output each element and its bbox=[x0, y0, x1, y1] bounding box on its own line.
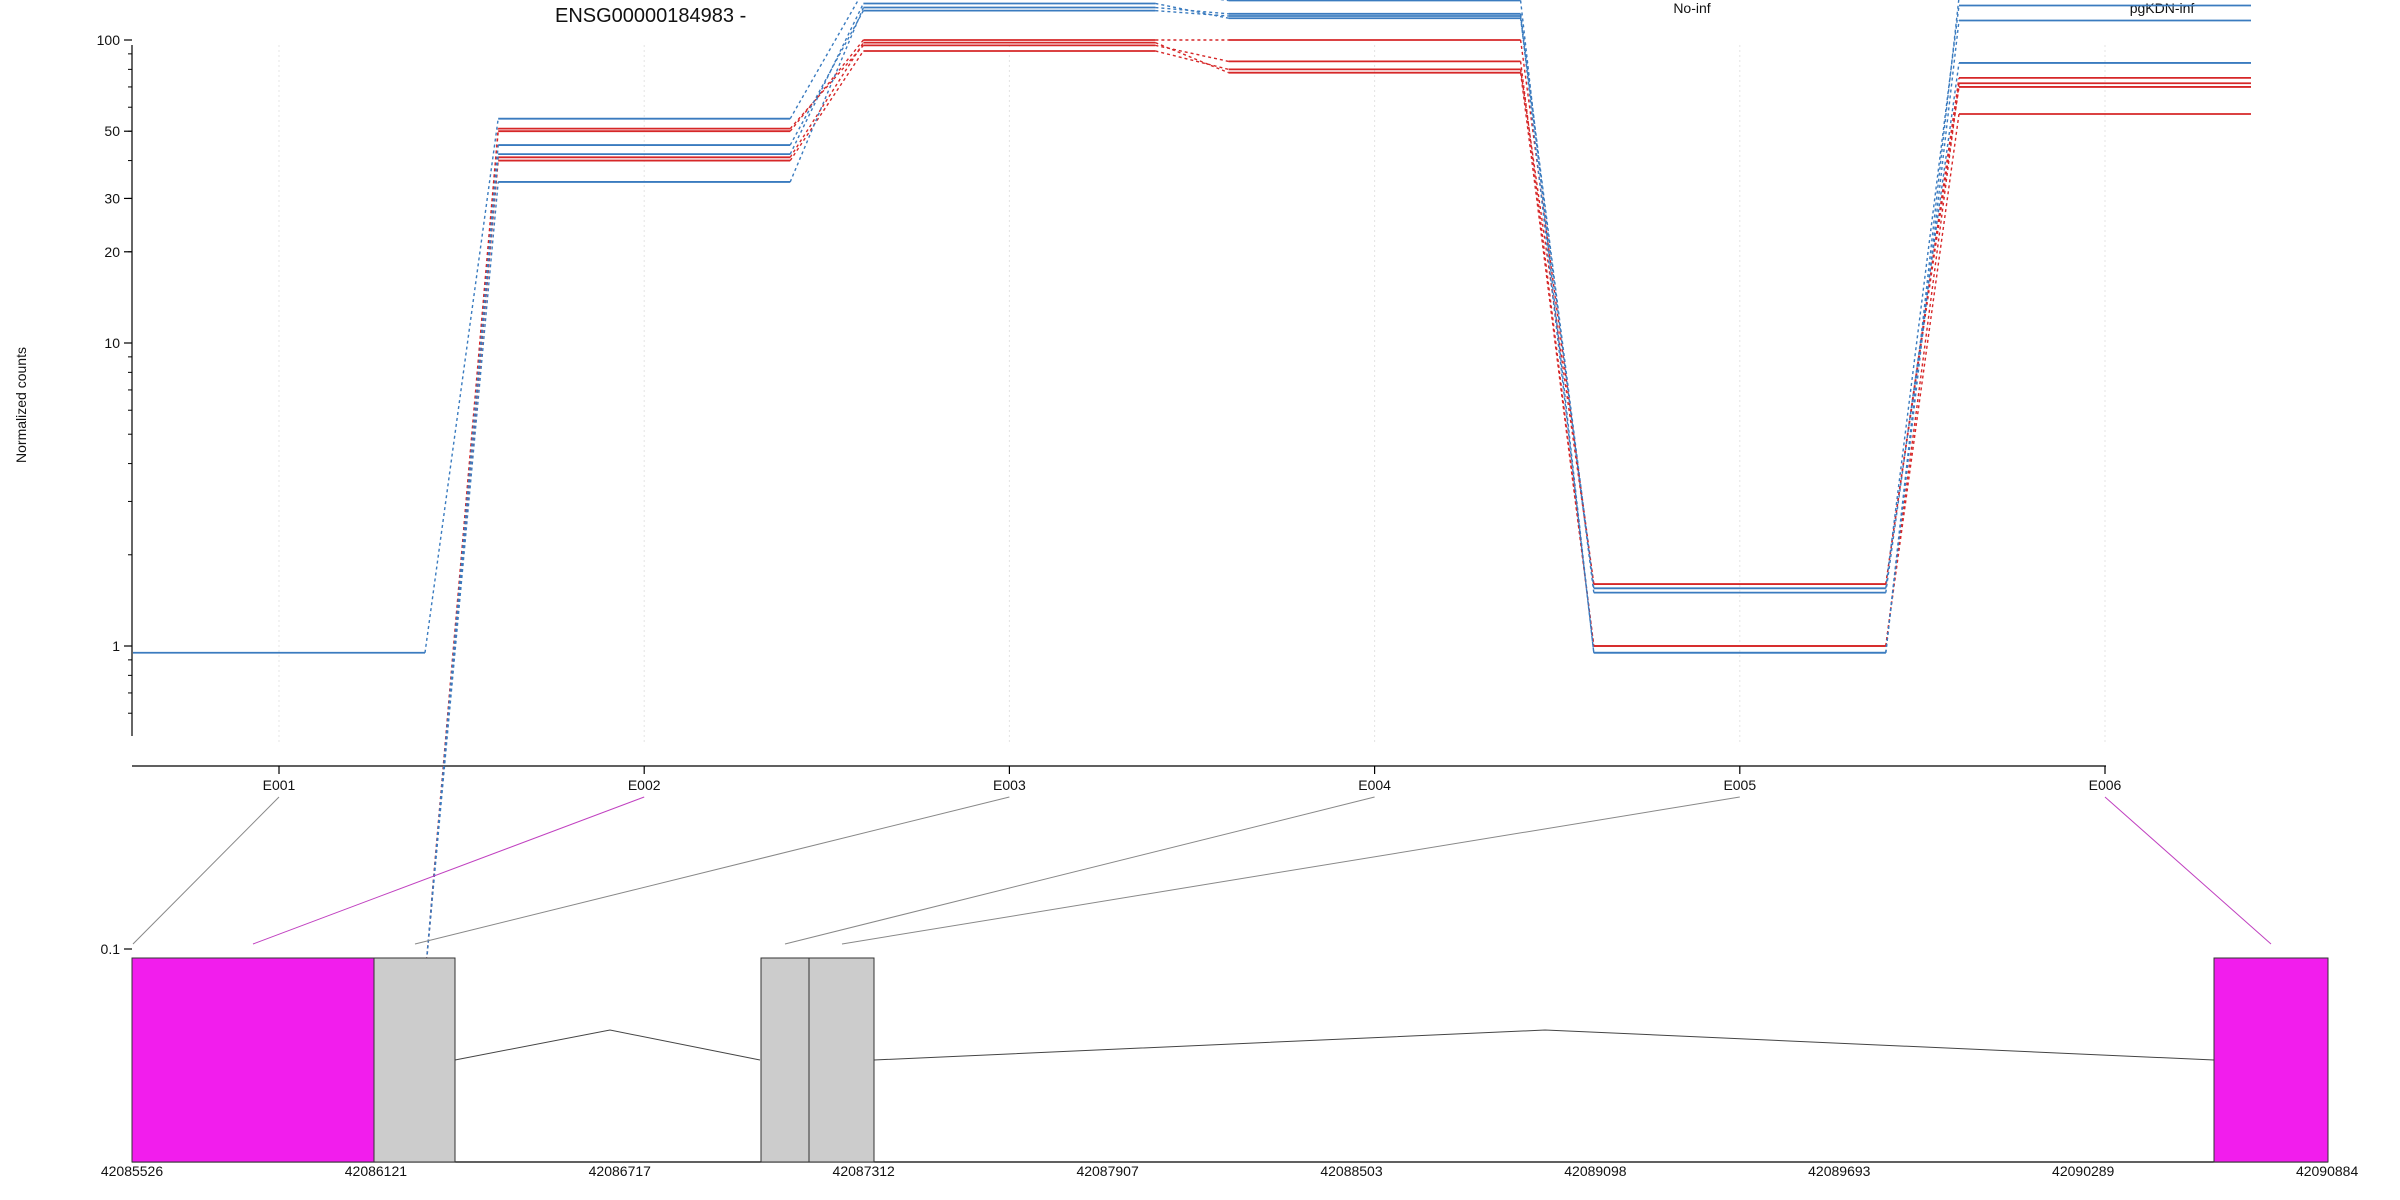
series-no-inf-3 bbox=[133, 41, 2251, 980]
x-tick-label-e006: E006 bbox=[2089, 777, 2122, 793]
y-tick-label: 10 bbox=[104, 335, 120, 351]
exon-transition bbox=[1885, 62, 1960, 593]
axes: 0.1 1 10 20 30 50 100 bbox=[97, 32, 2106, 957]
coordinate-label: 42090289 bbox=[2052, 1163, 2115, 1179]
exon-transition bbox=[789, 7, 865, 183]
series-pgkdn-inf-5 bbox=[133, 4, 2251, 980]
exon-connector bbox=[252, 796, 645, 945]
exon-transition bbox=[1155, 2, 1229, 19]
exon-transition bbox=[1519, 15, 1595, 653]
series-no-inf-2 bbox=[133, 50, 2251, 980]
exon-transition bbox=[1885, 5, 1960, 589]
intron bbox=[454, 1029, 761, 1061]
exon-transition bbox=[789, 3, 865, 155]
exon-e003 bbox=[760, 957, 810, 1163]
legend-pgkdn-inf: pgKDN-inf bbox=[2130, 0, 2195, 16]
y-tick-label: 100 bbox=[97, 32, 121, 48]
coordinate-label: 42090884 bbox=[2296, 1163, 2359, 1179]
exon-transition bbox=[1885, 113, 1960, 647]
y-tick-label: 0.1 bbox=[101, 941, 121, 957]
exon-transition bbox=[1885, 83, 1960, 647]
exon-transition bbox=[424, 145, 499, 979]
genomic-coordinates: 42085526 42086121 42086717 42087312 42087907… bbox=[101, 1163, 2359, 1179]
series-no-inf-0 bbox=[133, 39, 2251, 980]
exon-transition bbox=[789, 10, 865, 146]
exon-transition bbox=[1519, 18, 1595, 593]
exon-transition bbox=[1155, 9, 1229, 17]
exon-e004 bbox=[808, 957, 875, 1163]
x-tick-labels: E001 E002 E003 E004 E005 E006 bbox=[263, 766, 2122, 793]
exon-transition bbox=[1885, 20, 1960, 653]
x-tick-label-e005: E005 bbox=[1723, 777, 1756, 793]
exon-transition bbox=[789, 39, 864, 132]
exon-e001 bbox=[131, 957, 375, 1163]
exon-e002 bbox=[373, 957, 456, 1163]
x-tick-label-e001: E001 bbox=[263, 777, 296, 793]
gene-model bbox=[131, 957, 2329, 1163]
exon-transition bbox=[1155, 50, 1229, 71]
exon-transition bbox=[424, 128, 499, 979]
intron bbox=[873, 1029, 2215, 1061]
exon-connector bbox=[841, 796, 1740, 945]
exon-connector bbox=[784, 796, 1375, 945]
exon-transition bbox=[1219, 0, 1229, 2]
coordinate-label: 42085526 bbox=[101, 1163, 164, 1179]
y-tick-label: 20 bbox=[104, 244, 120, 260]
exon-transition bbox=[789, 50, 864, 161]
coordinate-label: 42087312 bbox=[833, 1163, 896, 1179]
exon-connectors bbox=[132, 796, 2272, 945]
exon-transition bbox=[1519, 72, 1595, 647]
legend-no-inf: No-inf bbox=[1673, 0, 1710, 16]
series-no-inf-1 bbox=[133, 44, 2251, 980]
exon-transition bbox=[789, 0, 860, 120]
exon-connector bbox=[414, 796, 1010, 945]
coordinate-label: 42089693 bbox=[1808, 1163, 1871, 1179]
x-tick-label-e004: E004 bbox=[1358, 777, 1391, 793]
exon-transition bbox=[789, 42, 864, 158]
chart-title: ENSG00000184983 - bbox=[555, 5, 746, 27]
grid-lines bbox=[278, 45, 2106, 742]
exon-transition bbox=[1519, 69, 1595, 585]
series-pgkdn-inf-7 bbox=[133, 9, 2251, 980]
exon-transition bbox=[424, 118, 499, 653]
exon-connector bbox=[2104, 796, 2272, 945]
y-tick-label: 1 bbox=[112, 638, 120, 654]
exon-transition bbox=[789, 44, 864, 130]
exon-transition bbox=[424, 181, 499, 979]
series-pgkdn-inf-6 bbox=[133, 2, 2251, 980]
coordinate-label: 42086121 bbox=[345, 1163, 408, 1179]
series-lines bbox=[133, 0, 2251, 980]
x-tick-label-e002: E002 bbox=[628, 777, 661, 793]
exon-e006 bbox=[2213, 957, 2329, 1163]
coordinate-label: 42089098 bbox=[1564, 1163, 1627, 1179]
coordinate-label: 42086717 bbox=[589, 1163, 652, 1179]
coordinate-label: 42087907 bbox=[1076, 1163, 1139, 1179]
y-axis-label: Normalized counts bbox=[13, 347, 29, 463]
coordinate-label: 42088503 bbox=[1320, 1163, 1383, 1179]
exon-transition bbox=[1155, 42, 1229, 74]
y-tick-label: 50 bbox=[104, 123, 120, 139]
y-tick-label: 30 bbox=[104, 190, 120, 206]
exon-connector bbox=[132, 796, 280, 945]
series-pgkdn-inf-4 bbox=[133, 0, 1960, 654]
x-tick-label-e003: E003 bbox=[993, 777, 1026, 793]
